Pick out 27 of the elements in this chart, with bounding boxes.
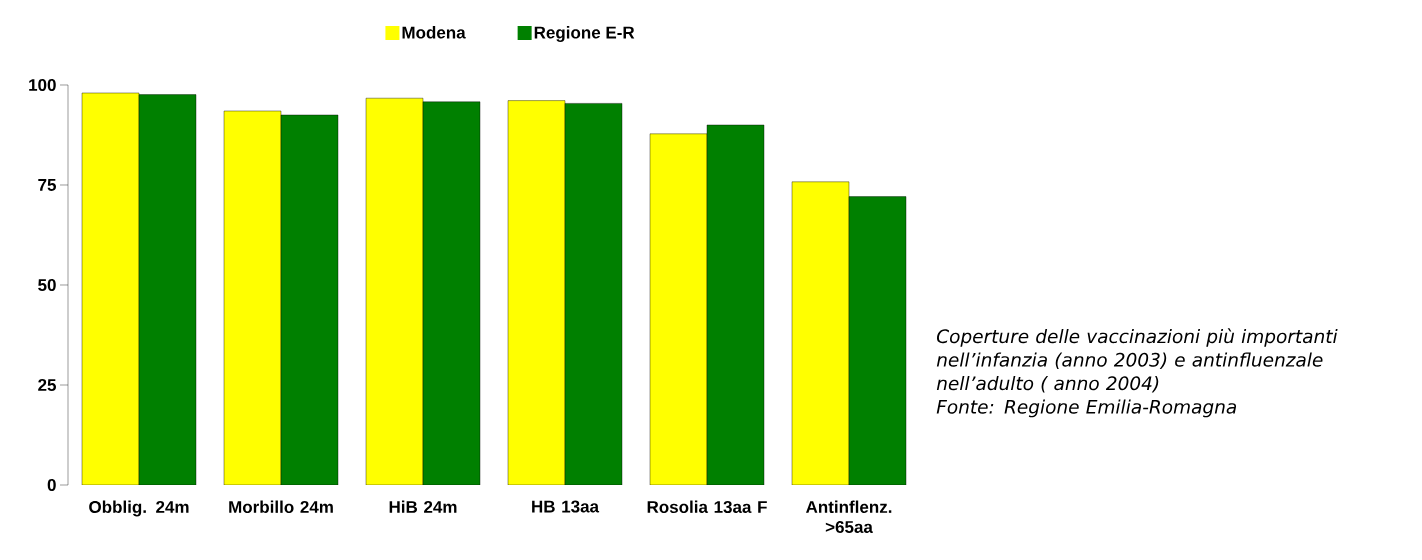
x-tick-label: HB 13aa	[532, 500, 600, 513]
bar	[224, 111, 281, 485]
y-tick-label: 50	[38, 278, 56, 292]
x-tick-label: Obblig. 24m	[89, 500, 189, 517]
source-note: Fonte: Regione Emilia-Romagna	[936, 399, 1237, 418]
bar	[707, 125, 765, 485]
bar	[650, 133, 708, 485]
bar	[791, 181, 850, 485]
legend-label: Regione E-R	[534, 26, 635, 43]
bar	[565, 103, 623, 485]
bar	[423, 101, 481, 485]
x-tick-label: Antinflenz. >65aa	[805, 500, 892, 534]
x-tick-label: HiB 24m	[389, 500, 457, 513]
y-tick-label: 25	[38, 378, 57, 392]
bar	[366, 98, 423, 485]
bar	[848, 196, 907, 485]
x-tick-label: Rosolia 13aa F	[647, 500, 767, 514]
y-tick-label: 0	[47, 478, 56, 492]
y-tick-label: 100	[29, 78, 56, 92]
x-tick-label: Morbillo 24m	[229, 500, 333, 514]
bar	[139, 94, 196, 485]
legend-label: Modena	[402, 26, 466, 39]
bar	[508, 100, 566, 485]
text: Coperture delle vaccinazioni più importanti nell’infanzia (anno 2003) e antinfluenzale nell’adulto ( anno 2004)	[936, 328, 1338, 393]
y-tick-label: 75	[38, 179, 57, 191]
bar	[82, 93, 139, 485]
bar	[281, 115, 338, 485]
